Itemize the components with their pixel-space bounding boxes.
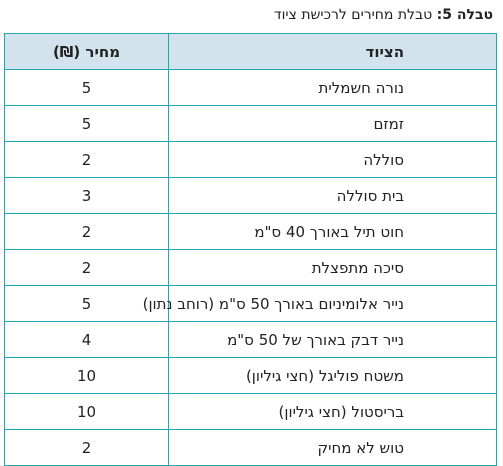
row-price: 10	[4, 393, 169, 430]
table-row: נייר דבק באורך של 50 ס"מ 4	[4, 321, 497, 358]
row-item: נייר דבק באורך של 50 ס"מ	[168, 321, 497, 358]
header-price: מחיר (₪)	[4, 33, 169, 70]
row-price: 2	[4, 213, 169, 250]
table-row: סוללה 2	[4, 141, 497, 178]
row-item: משטח פוליגל (חצי גיליון)	[168, 357, 497, 394]
row-item: נורה חשמלית	[168, 69, 497, 106]
row-price: 3	[4, 177, 169, 214]
row-item: חוט תיל באורך 40 ס"מ	[168, 213, 497, 250]
table-row: נורה חשמלית 5	[4, 69, 497, 106]
table-row: טוש לא מחיק 2	[4, 429, 497, 466]
row-item: נייר אלומיניום באורך 50 ס"מ (רוחב נתון)	[143, 285, 497, 322]
row-price: 2	[4, 429, 169, 466]
table-header-row: הציוד מחיר (₪)	[4, 33, 497, 70]
row-price: 5	[4, 105, 169, 142]
table-row: בריסטול (חצי גיליון) 10	[4, 393, 497, 430]
row-item: סיכה מתפצלת	[168, 249, 497, 286]
table-row: זמזם 5	[4, 105, 497, 142]
row-item: טוש לא מחיק	[168, 429, 497, 466]
row-item: בית סוללה	[168, 177, 497, 214]
table-caption-label: טבלה 5:	[436, 7, 493, 23]
table-row: בית סוללה 3	[4, 177, 497, 214]
table-row: סיכה מתפצלת 2	[4, 249, 497, 286]
row-price: 5	[4, 69, 169, 106]
table-caption: טבלה 5: טבלת מחירים לרכישת ציוד	[274, 6, 493, 24]
table-caption-text: טבלת מחירים לרכישת ציוד	[273, 7, 437, 23]
price-table: הציוד מחיר (₪) נורה חשמלית 5 זמזם 5 סולל…	[4, 33, 497, 466]
row-price: 2	[4, 141, 169, 178]
table-row: משטח פוליגל (חצי גיליון) 10	[4, 357, 497, 394]
table-row: חוט תיל באורך 40 ס"מ 2	[4, 213, 497, 250]
row-price: 2	[4, 249, 169, 286]
header-item: הציוד	[168, 33, 497, 70]
table-row: נייר אלומיניום באורך 50 ס"מ (רוחב נתון) …	[4, 285, 497, 322]
row-item: סוללה	[168, 141, 497, 178]
row-item: בריסטול (חצי גיליון)	[168, 393, 497, 430]
row-price: 4	[4, 321, 169, 358]
row-item: זמזם	[168, 105, 497, 142]
row-price: 10	[4, 357, 169, 394]
